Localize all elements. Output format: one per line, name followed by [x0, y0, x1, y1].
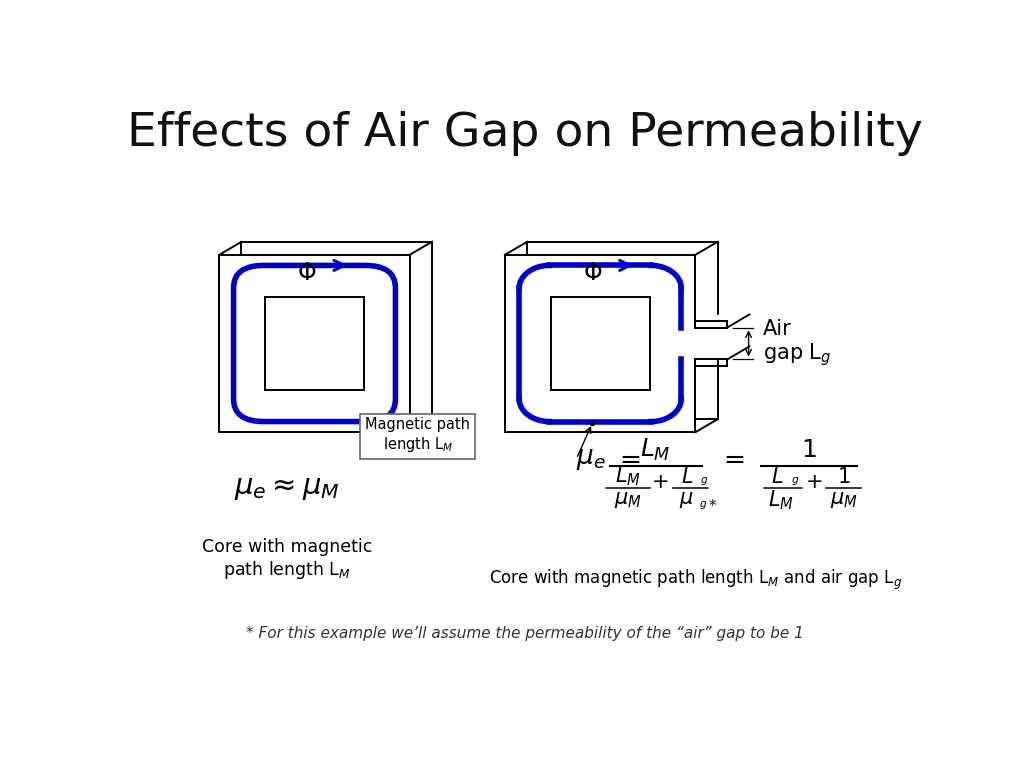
- Polygon shape: [242, 242, 432, 419]
- Text: $_g$: $_g$: [699, 498, 708, 512]
- Text: gap L$_g$: gap L$_g$: [763, 341, 831, 368]
- Text: Core with magnetic path length L$_M$ and air gap L$_g$: Core with magnetic path length L$_M$ and…: [488, 568, 902, 592]
- Text: Magnetic path
length L$_M$: Magnetic path length L$_M$: [366, 417, 470, 454]
- Text: Core with magnetic
path length L$_M$: Core with magnetic path length L$_M$: [202, 538, 372, 581]
- Text: Air: Air: [763, 319, 792, 339]
- Text: $\mu_M$: $\mu_M$: [614, 490, 642, 510]
- Text: $L_M$: $L_M$: [640, 437, 671, 463]
- Text: $=$: $=$: [614, 445, 641, 472]
- Text: * For this example we’ll assume the permeability of the “air” gap to be 1: * For this example we’ll assume the perm…: [246, 626, 804, 641]
- Text: $L$: $L$: [681, 466, 693, 487]
- Polygon shape: [527, 242, 718, 419]
- Text: $\mu_e \approx \mu_M$: $\mu_e \approx \mu_M$: [233, 475, 340, 502]
- Text: $\mu_e$: $\mu_e$: [577, 445, 606, 472]
- Polygon shape: [505, 255, 695, 432]
- Polygon shape: [572, 284, 672, 376]
- Text: $*$: $*$: [709, 498, 717, 512]
- Text: $L_M$: $L_M$: [615, 465, 641, 488]
- Text: $\mu_M$: $\mu_M$: [829, 490, 858, 510]
- Text: $_g$: $_g$: [700, 473, 709, 488]
- Polygon shape: [287, 284, 386, 376]
- Text: $+$: $+$: [805, 472, 822, 492]
- Polygon shape: [693, 327, 722, 359]
- Text: $\mu$: $\mu$: [679, 490, 693, 510]
- Text: $=$: $=$: [718, 445, 744, 472]
- Text: $_g$: $_g$: [792, 473, 800, 488]
- Polygon shape: [551, 297, 649, 389]
- Text: $\Phi$: $\Phi$: [297, 260, 316, 284]
- Text: $\Phi$: $\Phi$: [583, 260, 602, 284]
- Polygon shape: [219, 255, 410, 432]
- Text: $L$: $L$: [771, 466, 783, 487]
- Text: $L_M$: $L_M$: [768, 488, 794, 512]
- Text: $+$: $+$: [651, 472, 669, 492]
- Text: $1$: $1$: [801, 438, 817, 462]
- Polygon shape: [715, 315, 729, 346]
- Polygon shape: [265, 297, 364, 389]
- Text: Effects of Air Gap on Permeability: Effects of Air Gap on Permeability: [127, 111, 923, 156]
- Text: $1$: $1$: [838, 466, 851, 487]
